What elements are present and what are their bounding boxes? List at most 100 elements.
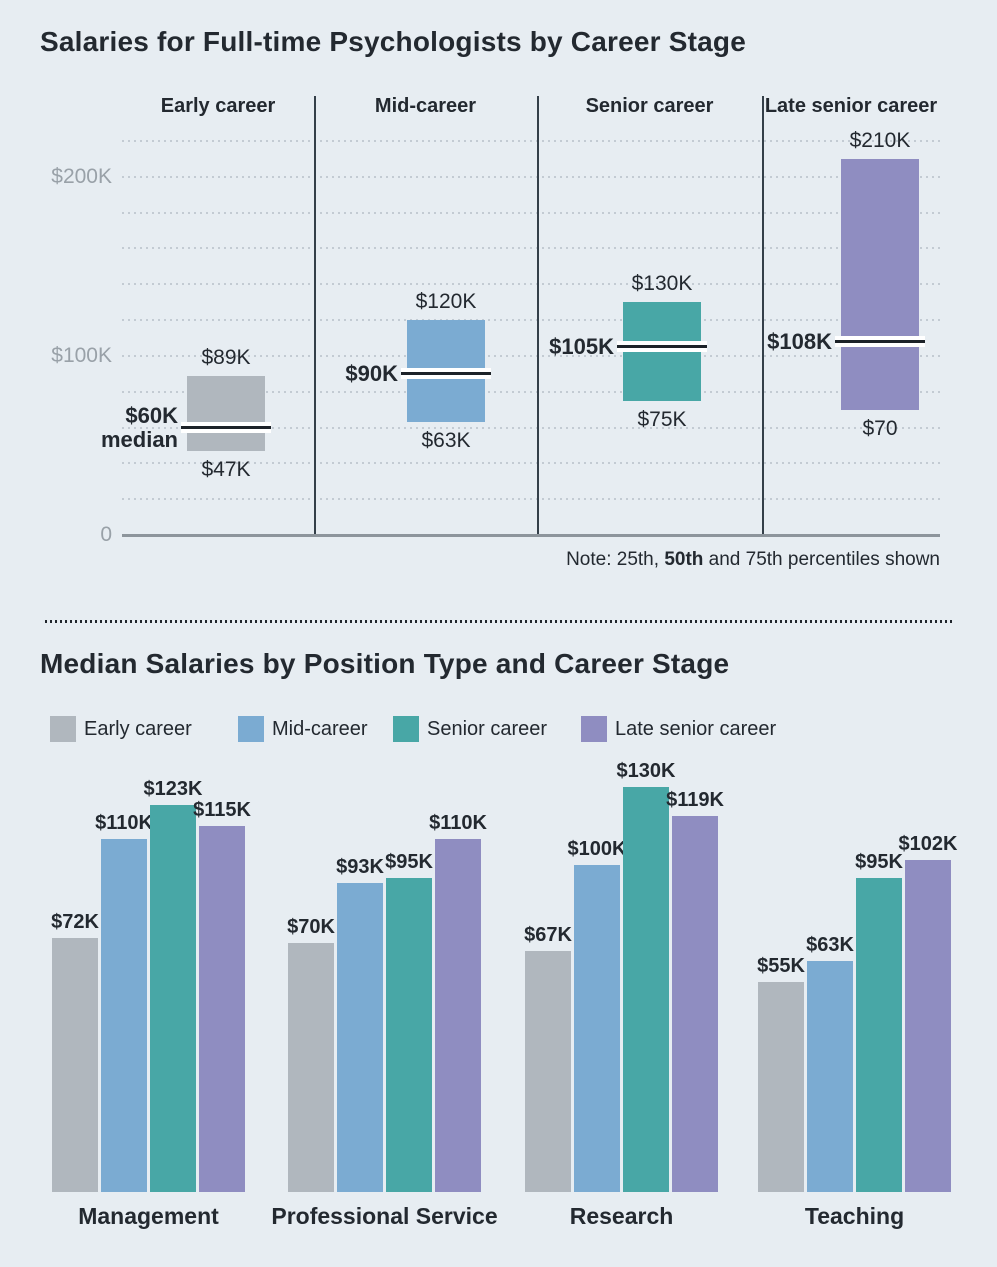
bar-senior xyxy=(623,787,669,1192)
bar-value-label: $63K xyxy=(806,934,854,957)
p25-label: $63K xyxy=(421,429,471,453)
bar-value-label: $93K xyxy=(336,856,384,879)
gridline xyxy=(122,462,940,465)
panel-header: Mid-career xyxy=(374,95,477,117)
median-marker xyxy=(401,368,491,380)
median-value-text: $105K xyxy=(549,333,614,359)
gridline xyxy=(122,283,940,286)
legend-swatch-late xyxy=(581,716,607,742)
bar-late xyxy=(905,859,951,1192)
p50-median-label: $60K median xyxy=(100,402,178,452)
bar-late xyxy=(199,826,245,1192)
p25-label: $47K xyxy=(201,457,251,481)
panel-separator xyxy=(537,96,539,535)
y-axis-tick-label: $200K xyxy=(51,164,112,188)
median-line xyxy=(181,426,271,430)
group-label: Management xyxy=(78,1203,219,1229)
p75-label: $89K xyxy=(201,345,251,369)
bar-early xyxy=(758,982,804,1192)
bottom-chart-title: Median Salaries by Position Type and Car… xyxy=(40,648,730,679)
median-line xyxy=(835,340,925,344)
note-bold-50th: 50th xyxy=(664,549,704,570)
median-line xyxy=(401,372,491,376)
bar-late xyxy=(672,815,718,1192)
panel-header: Early career xyxy=(160,95,276,117)
bar-late xyxy=(435,839,481,1192)
dotted-divider xyxy=(45,620,952,623)
gridline xyxy=(122,175,940,178)
gridline xyxy=(122,139,940,142)
y-axis-tick-label: 0 xyxy=(100,523,112,546)
bar-senior xyxy=(386,878,432,1192)
panel-separator xyxy=(314,96,316,535)
bar-value-label: $55K xyxy=(757,955,805,977)
legend-label: Senior career xyxy=(427,718,548,740)
bar-mid xyxy=(807,961,853,1192)
bar-value-label: $110K xyxy=(95,812,153,834)
gridline xyxy=(122,390,940,393)
median-line xyxy=(617,345,707,349)
group-label: Research xyxy=(569,1203,674,1229)
note-suffix: and 75th percentiles shown xyxy=(703,549,940,570)
salary-range-bar xyxy=(187,375,265,451)
p75-label: $120K xyxy=(415,290,477,314)
panel-separator xyxy=(762,96,764,535)
panel-header: Senior career xyxy=(585,95,714,117)
p25-label: $75K xyxy=(637,407,687,431)
bar-early xyxy=(288,943,334,1192)
median-word-text: median xyxy=(100,426,178,452)
bar-value-label: $67K xyxy=(524,923,572,946)
y-axis-tick-label: $100K xyxy=(51,343,112,367)
group-label: Teaching xyxy=(804,1203,905,1229)
median-value-text: $108K xyxy=(767,328,832,354)
median-value-text: $60K xyxy=(125,402,178,428)
bar-value-label: $100K xyxy=(567,838,627,860)
bar-early xyxy=(525,950,571,1192)
bar-value-label: $115K xyxy=(193,799,251,821)
bar-value-label: $70K xyxy=(287,916,335,938)
percentile-note: Note: 25th, 50th and 75th percentiles sh… xyxy=(566,549,940,571)
legend-swatch-mid xyxy=(238,716,264,742)
p25-label: $70 xyxy=(862,416,898,440)
bar-mid xyxy=(101,839,147,1192)
bar-mid xyxy=(337,883,383,1192)
bar-mid xyxy=(574,865,620,1192)
bar-senior xyxy=(856,878,902,1192)
gridline xyxy=(122,247,940,250)
gridline xyxy=(122,211,940,214)
bar-early xyxy=(52,937,98,1192)
group-label: Professional Service xyxy=(271,1203,498,1229)
p50-median-label: $108K xyxy=(767,328,832,354)
p50-median-label: $90K xyxy=(345,360,398,386)
bar-value-label: $110K xyxy=(429,812,487,834)
top-chart-title: Salaries for Full-time Psychologists by … xyxy=(40,26,746,57)
median-marker xyxy=(835,336,925,348)
median-value-text: $90K xyxy=(345,360,398,386)
median-marker xyxy=(617,341,707,353)
legend-label: Early career xyxy=(84,718,192,740)
gridline xyxy=(122,319,940,322)
bar-value-label: $72K xyxy=(51,910,99,933)
gridline xyxy=(122,498,940,501)
salary-range-bar xyxy=(841,158,919,410)
legend-label: Late senior career xyxy=(615,718,777,740)
median-marker xyxy=(181,422,271,434)
bar-value-label: $95K xyxy=(385,851,433,873)
bar-value-label: $95K xyxy=(855,851,903,873)
p75-label: $210K xyxy=(849,128,911,152)
p50-median-label: $105K xyxy=(549,333,614,359)
bar-value-label: $123K xyxy=(143,778,203,801)
gridline xyxy=(122,354,940,357)
legend-label: Mid-career xyxy=(272,718,368,740)
bar-value-label: $130K xyxy=(616,760,676,782)
bar-value-label: $102K xyxy=(898,832,958,855)
bar-senior xyxy=(150,805,196,1192)
p75-label: $130K xyxy=(631,272,693,296)
legend-swatch-senior xyxy=(393,716,419,742)
gridline xyxy=(122,426,940,429)
note-prefix: Note: 25th, xyxy=(566,549,665,570)
bar-value-label: $119K xyxy=(666,788,724,811)
